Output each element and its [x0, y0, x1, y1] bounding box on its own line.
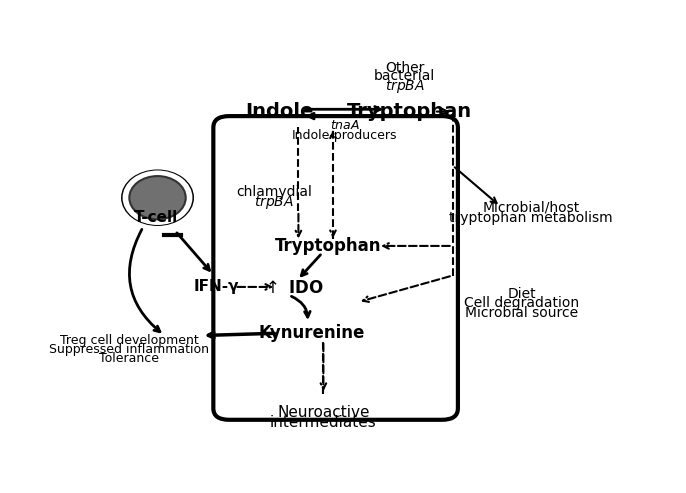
Text: $\it{tnaA}$: $\it{tnaA}$	[329, 119, 359, 132]
Text: chlamydial: chlamydial	[237, 185, 312, 199]
Ellipse shape	[130, 176, 186, 219]
Text: Suppressed inflammation: Suppressed inflammation	[49, 343, 209, 356]
Text: Treg cell development: Treg cell development	[60, 334, 199, 348]
Text: Cell degradation: Cell degradation	[464, 296, 579, 310]
Text: Kynurenine: Kynurenine	[259, 324, 365, 342]
FancyBboxPatch shape	[213, 116, 458, 420]
Text: $\it{trpBA}$: $\it{trpBA}$	[385, 78, 425, 95]
Text: Tolerance: Tolerance	[99, 352, 159, 365]
Ellipse shape	[123, 172, 191, 223]
Text: Indole-producers: Indole-producers	[292, 129, 397, 141]
Text: Diet: Diet	[508, 287, 536, 301]
Text: Indole: Indole	[246, 102, 314, 121]
Text: Other: Other	[385, 61, 425, 74]
Text: intermediates: intermediates	[270, 415, 377, 430]
Text: tryptophan metabolism: tryptophan metabolism	[449, 211, 613, 225]
Text: IFN-γ: IFN-γ	[193, 279, 239, 294]
Text: Neuroactive: Neuroactive	[277, 405, 370, 421]
Text: $\it{trpBA}$: $\it{trpBA}$	[255, 194, 294, 211]
Text: T-cell: T-cell	[134, 211, 178, 225]
Text: $\uparrow$ IDO: $\uparrow$ IDO	[262, 279, 324, 297]
Text: bacterial: bacterial	[374, 69, 436, 83]
Text: Microbial source: Microbial source	[465, 306, 578, 320]
Ellipse shape	[126, 173, 190, 222]
Text: Microbial/host: Microbial/host	[483, 201, 580, 215]
Text: Tryptophan: Tryptophan	[274, 237, 381, 255]
Text: Tryptophan: Tryptophan	[346, 102, 471, 121]
